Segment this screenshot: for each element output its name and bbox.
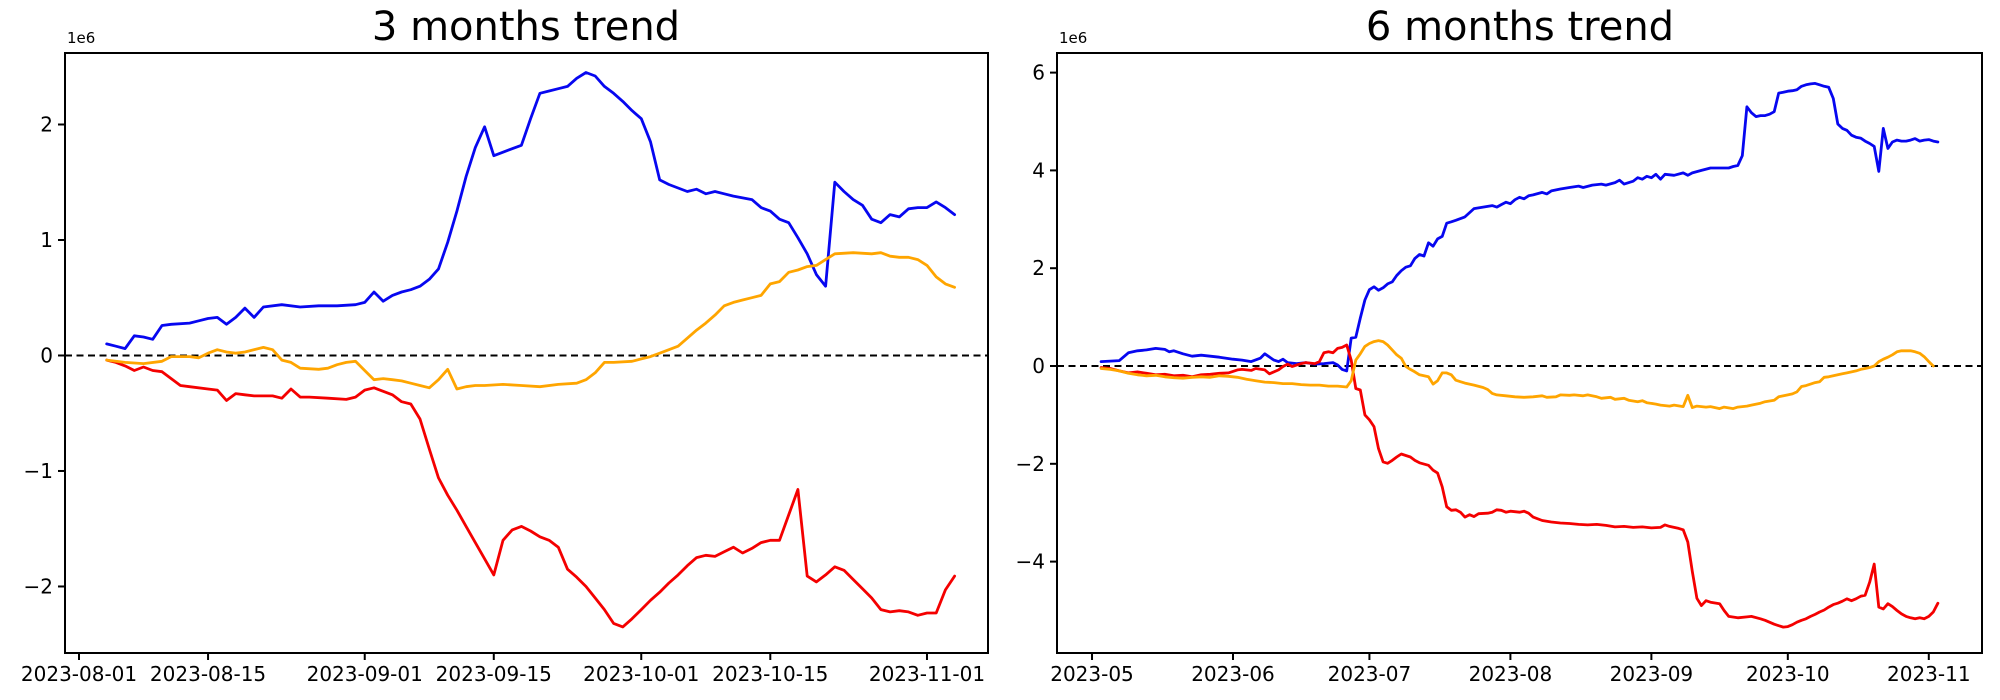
series-line-orange — [105, 251, 956, 391]
x-tick-label: 2023-10-01 — [583, 662, 699, 686]
x-tick-label: 2023-08 — [1469, 662, 1553, 686]
series-line-blue — [1099, 82, 1940, 373]
x-tick-label: 2023-10-15 — [712, 662, 828, 686]
y-tick-label: 1 — [40, 228, 53, 252]
y-tick-label: 6 — [1032, 61, 1045, 85]
x-tick-label: 2023-06 — [1191, 662, 1275, 686]
y-tick-label: −1 — [24, 459, 53, 483]
x-tick-label: 2023-05 — [1050, 662, 1134, 686]
chart-title-3-months-trend: 3 months trend — [371, 4, 681, 50]
series-line-blue — [105, 71, 956, 351]
series-line-red — [1099, 343, 1940, 629]
y-axis-offset-label-right: 1e6 — [1059, 29, 1088, 47]
y-tick-label: −2 — [1016, 452, 1045, 476]
y-tick-label: −4 — [1016, 550, 1045, 574]
y-tick-label: 4 — [1032, 158, 1045, 182]
x-tick-label: 2023-10 — [1746, 662, 1830, 686]
chart-left: 2023-08-01 2023-08-15 2023-09-01 2023-09-15… — [21, 52, 989, 686]
y-tick-label: 0 — [1032, 354, 1045, 378]
y-tick-label: −2 — [24, 574, 53, 598]
chart-title-6-months-trend: 6 months trend — [1365, 4, 1675, 50]
plot-border — [1056, 52, 1983, 654]
x-tick-label: 2023-08-15 — [150, 662, 266, 686]
plot-border — [64, 52, 989, 654]
series-line-red — [105, 358, 956, 629]
x-tick-label: 2023-08-01 — [21, 662, 137, 686]
x-tick-label: 2023-07 — [1328, 662, 1412, 686]
x-tick-label: 2023-09-01 — [307, 662, 423, 686]
x-tick-label: 2023-11-01 — [869, 662, 985, 686]
x-tick-label: 2023-09-15 — [436, 662, 552, 686]
y-tick-label: 0 — [40, 343, 53, 367]
chart-right: 2023-05 2023-06 2023-07 2023-08 2023-09 2023-… — [1016, 52, 1983, 686]
x-tick-label: 2023-11 — [1887, 662, 1971, 686]
y-axis-offset-label-left: 1e6 — [67, 29, 96, 47]
x-tick-label: 2023-09 — [1610, 662, 1694, 686]
y-tick-label: 2 — [1032, 256, 1045, 280]
series-line-orange — [1099, 339, 1935, 411]
y-tick-label: 2 — [40, 112, 53, 136]
